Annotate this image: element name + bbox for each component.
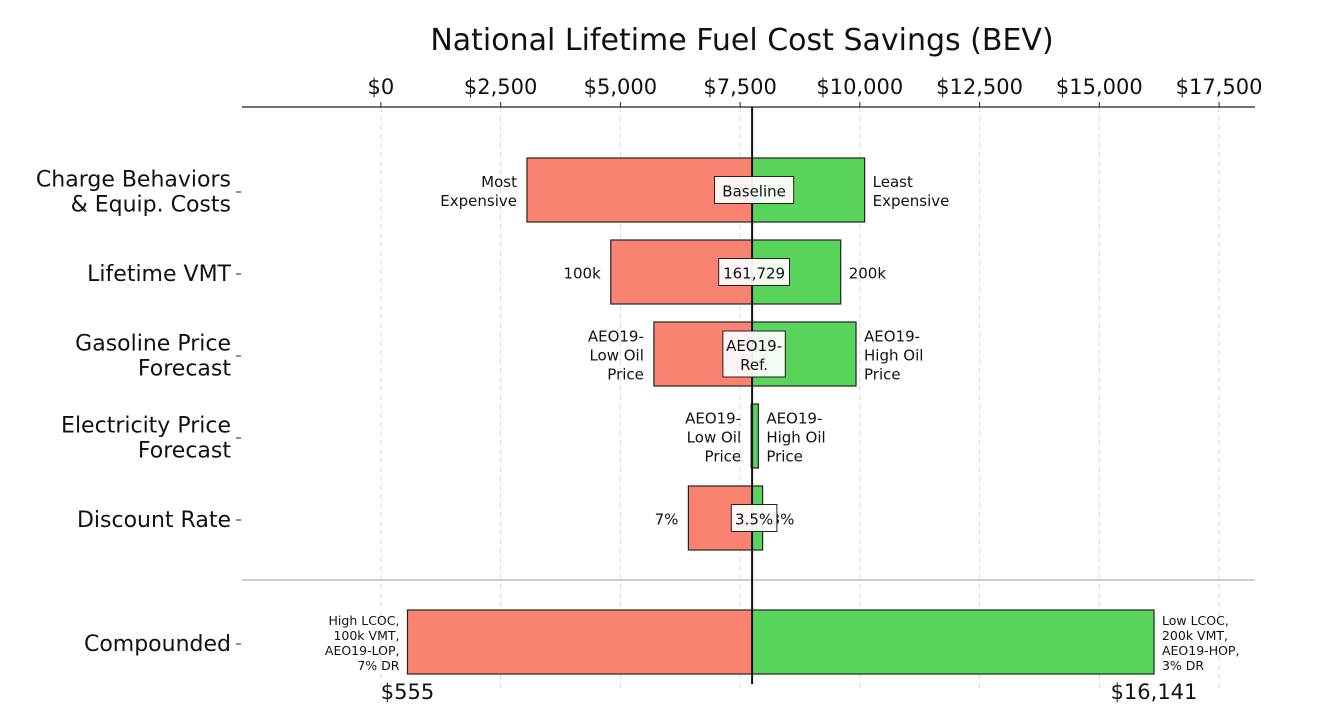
baseline-box-frame: [722, 330, 786, 378]
low-label: 7%: [655, 511, 679, 529]
baseline-box: 3.5%: [730, 504, 778, 532]
baseline-box: Baseline: [713, 176, 795, 204]
compounded-high-value: $16,141: [1111, 680, 1198, 704]
category-label: Electricity Price Forecast: [61, 413, 231, 463]
category-label: Discount Rate: [77, 508, 231, 533]
baseline-box-frame: [718, 258, 790, 286]
x-tick-label: $0: [368, 75, 395, 99]
baseline-label: Baseline: [722, 183, 786, 201]
low-label: 100k: [563, 265, 601, 283]
baseline-label: 161,729: [723, 265, 785, 283]
x-tick-label: $2,500: [464, 75, 537, 99]
high-label: Least Expensive: [873, 173, 950, 210]
compounded-low-label: High LCOC, 100k VMT, AEO19-LOP, 7% DR: [325, 613, 400, 673]
chart-title: National Lifetime Fuel Cost Savings (BEV…: [430, 23, 1053, 58]
low-label: Most Expensive: [440, 173, 517, 210]
x-tick-label: $12,500: [936, 75, 1023, 99]
low-label: AEO19-Low Oil Price: [588, 328, 644, 384]
x-tick-label: $10,000: [816, 75, 903, 99]
baseline-box-frame: [713, 176, 795, 204]
bar-high: [751, 239, 842, 305]
x-tick-label: $5,000: [584, 75, 657, 99]
x-tick-label: $17,500: [1176, 75, 1263, 99]
baseline-label: 3.5%: [735, 511, 773, 529]
bars: [406, 107, 1155, 684]
x-tick-label: $15,000: [1056, 75, 1143, 99]
x-tick-label: $7,500: [703, 75, 776, 99]
baseline-label: AEO19-Ref.: [726, 337, 782, 374]
baseline-box: 161,729: [718, 258, 790, 286]
category-label: Gasoline Price Forecast: [75, 331, 231, 381]
category-label: Compounded: [84, 632, 231, 657]
high-label: AEO19-High Oil Price: [864, 328, 923, 384]
baseline-box: AEO19-Ref.: [722, 330, 786, 378]
baseline-box-frame: [730, 504, 778, 532]
x-axis: $0 $2,500 $5,000 $7,500 $10,000 $12,500 $15,00…: [236, 75, 1263, 645]
labels: Charge Behaviors & Equip. Costs Most Expens…: [36, 167, 1240, 704]
compounded-high-label: Low LCOC, 200k VMT, AEO19-HOP, 3% DR: [1162, 613, 1239, 673]
bar-compounded-high: [751, 609, 1155, 675]
bar-compounded-low: [406, 609, 753, 675]
compounded-low-value: $555: [381, 680, 434, 704]
high-label: 200k: [849, 265, 887, 283]
high-label: AEO19-High Oil Price: [766, 410, 825, 466]
low-label: AEO19-Low Oil Price: [685, 410, 741, 466]
grid-lines: [242, 107, 1255, 690]
category-label: Charge Behaviors & Equip. Costs: [36, 167, 231, 217]
category-label: Lifetime VMT: [87, 262, 231, 287]
